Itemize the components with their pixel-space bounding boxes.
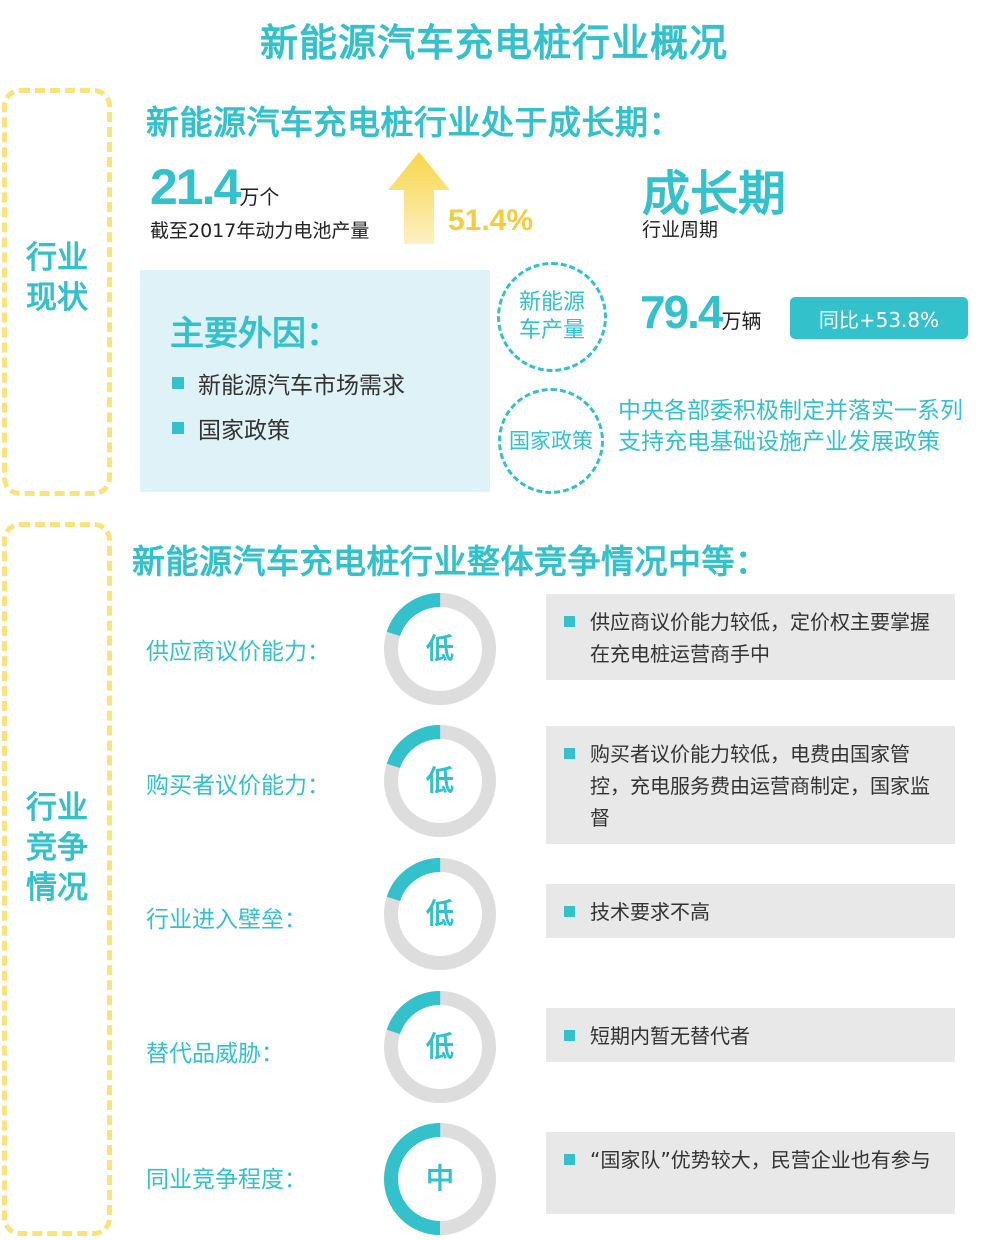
production-circle: 新能源 车产量 [497, 262, 607, 372]
battery-value: 21.4 [150, 159, 241, 215]
level-ring: 低 [381, 722, 499, 840]
battery-unit: 万个 [239, 185, 280, 209]
factor-label: 替代品威胁： [146, 1041, 284, 1067]
up-arrow-icon [388, 152, 450, 244]
description-text: 技术要求不高 [590, 900, 710, 924]
page-title: 新能源汽车充电桩行业概况 [259, 21, 728, 65]
status-side-frame [2, 88, 112, 496]
level-ring-fill [384, 858, 496, 970]
description-text: 购买者议价能力较低，电费由国家管控，充电服务费由运营商制定，国家监督 [590, 742, 930, 830]
factor-description: “国家队”优势较大，民营企业也有参与 [546, 1132, 955, 1214]
bullet-icon [564, 616, 575, 627]
production-unit: 万辆 [721, 309, 762, 333]
level-ring: 低 [381, 855, 499, 973]
status-side-label: 行业 现状 [26, 240, 88, 316]
level-text: 低 [425, 632, 454, 665]
description-text: “国家队”优势较大，民营企业也有参与 [590, 1148, 931, 1172]
stage-caption: 行业周期 [642, 219, 719, 241]
competition-side-frame [2, 522, 112, 1236]
level-ring: 低 [381, 590, 499, 708]
level-ring-fill [384, 991, 496, 1103]
bullet-icon [172, 422, 184, 434]
factor-label: 行业进入壁垒： [146, 907, 307, 933]
stage-value: 成长期 [642, 166, 787, 222]
level-text: 中 [426, 1162, 454, 1195]
bullet-icon [564, 906, 575, 917]
factor-item: 新能源汽车市场需求 [172, 366, 405, 400]
level-ring: 低 [381, 988, 499, 1106]
factors-panel: 主要外因： 新能源汽车市场需求 国家政策 [140, 270, 490, 492]
factor-label: 供应商议价能力： [146, 639, 330, 665]
bullet-icon [564, 1030, 575, 1041]
level-text: 低 [425, 764, 454, 797]
yoy-badge: 同比+53.8% [790, 297, 968, 339]
description-text: 短期内暂无替代者 [590, 1024, 750, 1048]
level-ring: 中 [381, 1120, 499, 1238]
battery-stat: 21.4万个 [150, 158, 279, 216]
factor-label: 购买者议价能力： [146, 773, 330, 799]
factors-title: 主要外因： [170, 314, 340, 354]
competition-heading: 新能源汽车充电桩行业整体竞争情况中等： [132, 542, 769, 581]
battery-caption: 截至2017年动力电池产量 [150, 220, 370, 242]
factor-description: 购买者议价能力较低，电费由国家管控，充电服务费由运营商制定，国家监督 [546, 726, 955, 844]
bullet-icon [172, 377, 184, 389]
factor-description: 短期内暂无替代者 [546, 1008, 955, 1062]
level-ring-fill [384, 593, 496, 705]
level-ring-fill [384, 1123, 496, 1235]
competition-side-label: 行业 竞争 情况 [26, 790, 88, 906]
growth-percent: 51.4% [448, 204, 534, 237]
production-stat: 79.4万辆 [640, 285, 762, 339]
factor-item: 国家政策 [172, 411, 290, 445]
policy-text: 中央各部委积极制定并落实一系列支持充电基础设施产业发展政策 [618, 398, 963, 455]
level-text: 低 [425, 1030, 454, 1063]
bullet-icon [564, 1154, 575, 1165]
level-ring-fill [384, 725, 496, 837]
status-heading: 新能源汽车充电桩行业处于成长期： [146, 103, 682, 142]
factor-description: 技术要求不高 [546, 884, 955, 938]
description-text: 供应商议价能力较低，定价权主要掌握在充电桩运营商手中 [590, 610, 930, 666]
policy-circle: 国家政策 [498, 388, 604, 494]
level-text: 低 [425, 897, 454, 930]
production-value: 79.4 [640, 286, 724, 338]
bullet-icon [564, 748, 575, 759]
factor-label: 同业竞争程度： [146, 1167, 307, 1193]
factor-description: 供应商议价能力较低，定价权主要掌握在充电桩运营商手中 [546, 594, 955, 680]
